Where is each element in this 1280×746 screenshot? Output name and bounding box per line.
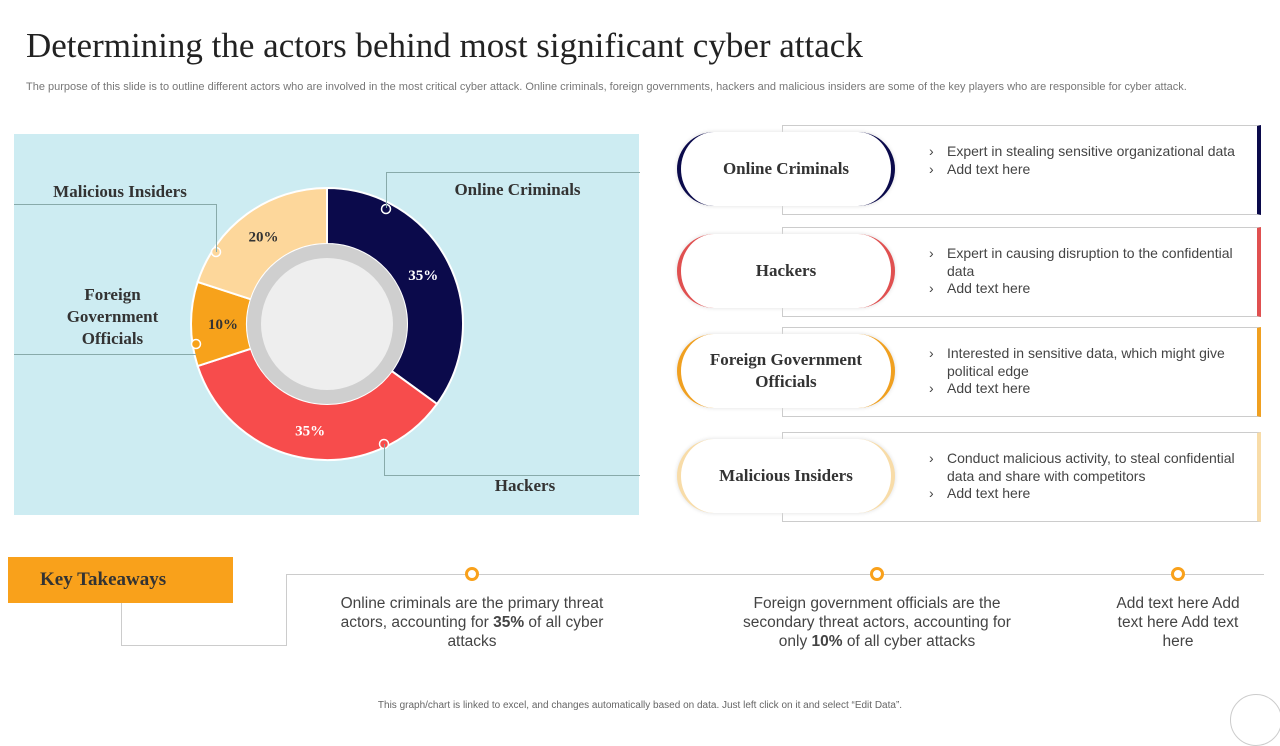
data-label: 10% [208, 317, 238, 333]
actor-pill: Foreign Government Officials [677, 334, 895, 408]
bullet-item: › Interested in sensitive data, which mig… [929, 345, 1225, 379]
takeaway-text: Foreign government officials are the sec… [743, 595, 1011, 650]
timeline-dot [465, 567, 479, 581]
actor-name: Malicious Insiders [719, 466, 853, 485]
label-malicious-insiders: Malicious Insiders [53, 182, 187, 201]
connector [121, 603, 122, 646]
label-online-criminals: Online Criminals [454, 180, 581, 199]
leader-line [386, 172, 387, 208]
actor-pill: Online Criminals [677, 132, 895, 206]
chevron-right-icon: › [929, 160, 934, 177]
actor-bullets: › Interested in sensitive data, which mig… [929, 345, 1239, 398]
donut-chart[interactable]: 35% 35% 10% 20% [0, 0, 660, 520]
chevron-right-icon: › [929, 450, 934, 466]
chevron-right-icon: › [929, 485, 934, 501]
chevron-right-icon: › [929, 143, 934, 159]
bullet-item: › Expert in causing disruption to the con… [929, 245, 1233, 279]
bullet-item: › Add text here [929, 485, 1031, 501]
actor-name: Hackers [755, 261, 817, 280]
leader-line [216, 204, 217, 252]
bullet-item: › Add text here [929, 280, 1031, 296]
label-foreign-government: Foreign Government Officials [66, 285, 159, 348]
chevron-right-icon: › [929, 245, 934, 261]
takeaway-text: Add text here Add text here Add text her… [1116, 595, 1240, 650]
page-subtitle: The purpose of this slide is to outline … [26, 81, 1187, 93]
connector [286, 574, 287, 646]
actor-pill: Hackers [677, 234, 895, 308]
actor-bullets: › Conduct malicious activity, to steal co… [929, 450, 1239, 503]
chevron-right-icon: › [929, 345, 934, 361]
bullet-item: › Add text here [929, 160, 1031, 177]
actor-bullets: › Expert in causing disruption to the con… [929, 245, 1239, 298]
leader-dot [190, 338, 202, 350]
data-label: 35% [295, 424, 325, 440]
timeline-dot [1171, 567, 1185, 581]
takeaway-text: Online criminals are the primary threat … [340, 595, 604, 650]
bullet-item: › Expert in stealing sensitive organizati… [929, 143, 1235, 159]
actor-name: Online Criminals [722, 159, 850, 178]
timeline-dot [870, 567, 884, 581]
bullet-item: › Conduct malicious activity, to steal co… [929, 450, 1235, 484]
actor-name: Foreign Government Officials [709, 350, 863, 391]
actor-pill: Malicious Insiders [677, 439, 895, 513]
data-label: 20% [249, 230, 279, 246]
actor-bullets: › Expert in stealing sensitive organizati… [929, 143, 1239, 178]
leader-line [14, 354, 196, 355]
leader-line [384, 475, 640, 476]
leader-line [14, 204, 216, 205]
chevron-right-icon: › [929, 280, 934, 296]
data-label: 35% [408, 268, 438, 284]
center-photo [261, 258, 393, 390]
footer-note: This graph/chart is linked to excel, and… [377, 700, 903, 711]
bullet-item: › Add text here [929, 380, 1031, 396]
chevron-right-icon: › [929, 380, 934, 396]
connector [121, 645, 286, 646]
leader-line [386, 172, 640, 173]
timeline-line [286, 574, 1264, 575]
page-title: Determining the actors behind most signi… [26, 26, 863, 65]
leader-line [384, 444, 385, 475]
label-hackers: Hackers [494, 476, 556, 495]
key-takeaways-label: Key Takeaways [8, 557, 233, 603]
